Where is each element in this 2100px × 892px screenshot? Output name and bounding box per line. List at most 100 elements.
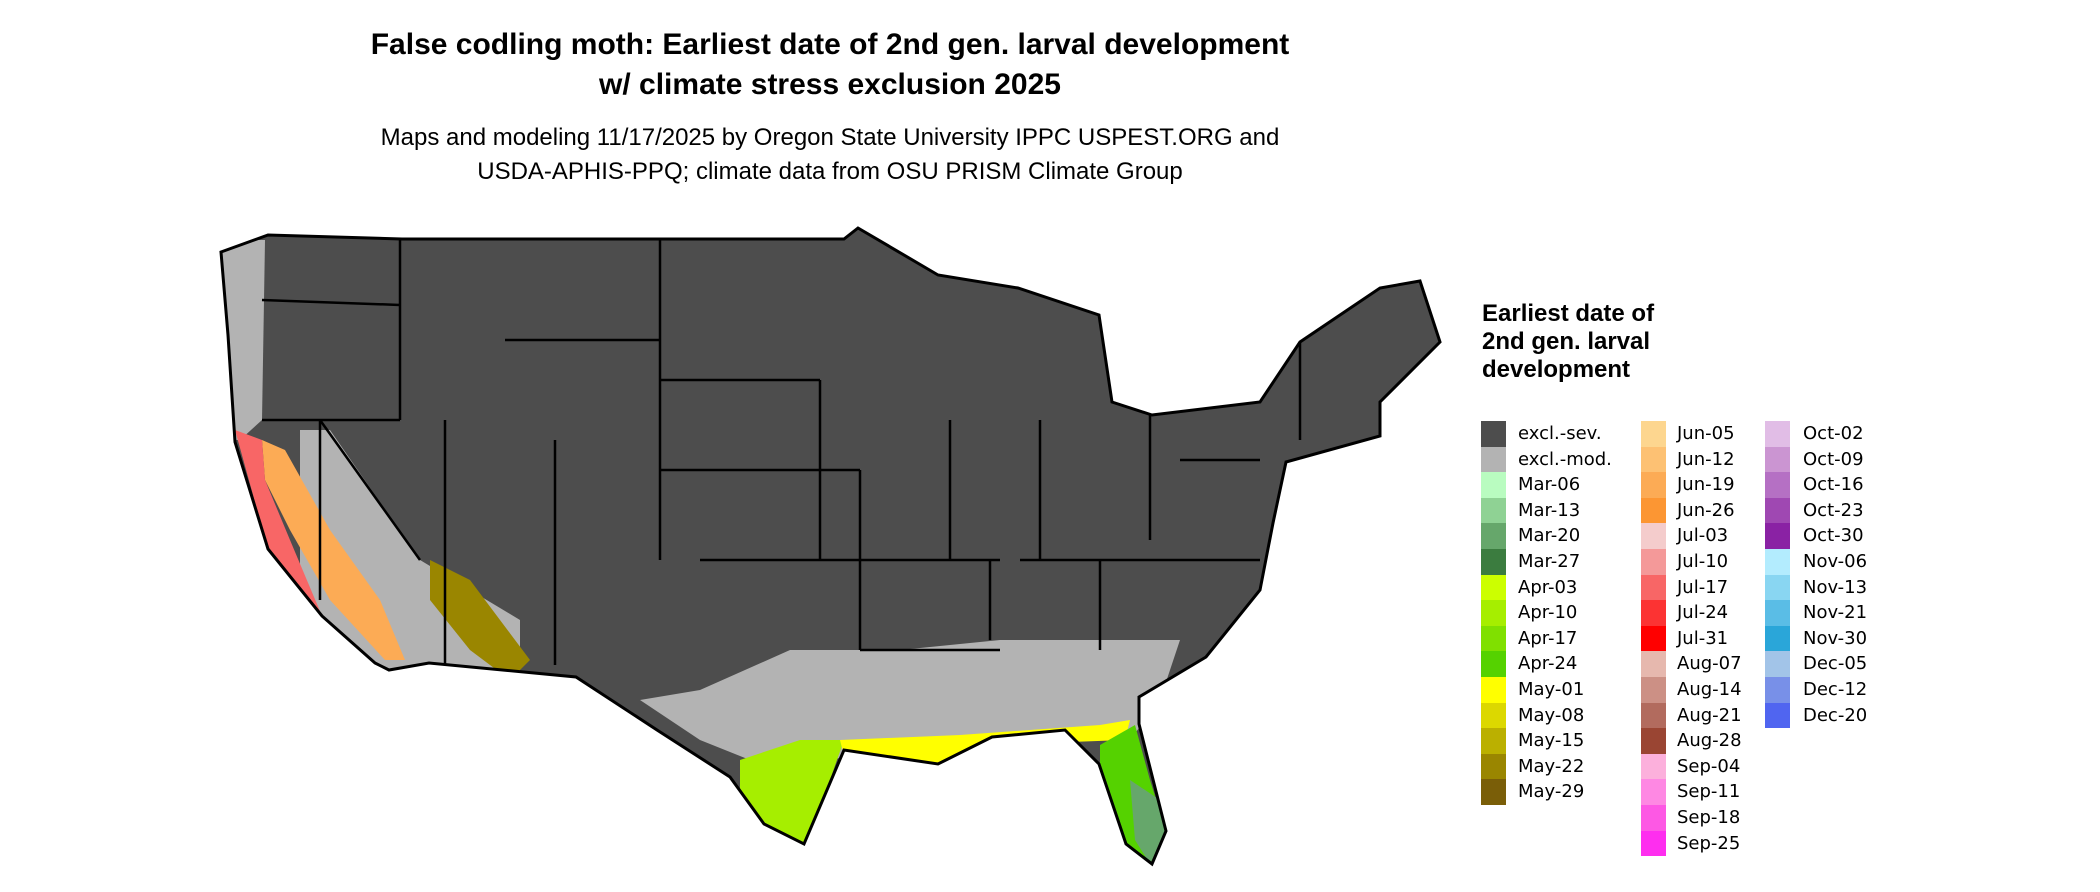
legend-swatch <box>1765 523 1790 549</box>
legend-label: Mar-20 <box>1518 525 1581 547</box>
legend-label: Nov-30 <box>1803 627 1868 649</box>
legend-swatch <box>1765 472 1790 498</box>
legend-swatch <box>1641 549 1666 575</box>
legend-label: May-08 <box>1518 704 1585 726</box>
map-title-line-1: False codling moth: Earliest date of 2nd… <box>370 28 1290 61</box>
legend-label: Apr-17 <box>1518 627 1578 649</box>
legend-label: Oct-23 <box>1803 499 1864 521</box>
legend-swatch <box>1765 625 1790 652</box>
legend-label: Dec-12 <box>1803 679 1868 700</box>
california-red-coast <box>235 430 322 616</box>
legend-label: Sep-11 <box>1677 781 1741 803</box>
map-title-line-2: w/ climate stress exclusion 2025 <box>599 68 1061 101</box>
legend-swatch <box>1641 523 1666 549</box>
legend-label: Oct-30 <box>1803 525 1864 547</box>
legend-swatch <box>1481 651 1506 677</box>
legend-swatch <box>1481 549 1506 575</box>
legend-swatch <box>1765 497 1790 524</box>
legend-label: Oct-02 <box>1803 423 1864 444</box>
legend-swatch <box>1641 574 1666 601</box>
legend-label: May-22 <box>1518 755 1585 777</box>
legend-label: Dec-05 <box>1803 653 1868 675</box>
legend-label: excl.-mod. <box>1518 448 1612 470</box>
legend-swatch <box>1765 574 1790 601</box>
texas-green-zone <box>740 740 844 844</box>
legend-label: May-01 <box>1518 679 1585 700</box>
legend-label: Jun-12 <box>1677 448 1735 470</box>
legend-label: Apr-03 <box>1518 576 1578 598</box>
legend-swatch <box>1641 702 1666 729</box>
legend-swatch <box>1481 779 1506 805</box>
legend-swatch <box>1765 421 1790 447</box>
legend-label: Aug-28 <box>1677 730 1742 752</box>
legend-swatch <box>1641 805 1666 831</box>
legend-label: Sep-18 <box>1677 807 1741 828</box>
legend-label: Jul-17 <box>1677 576 1729 598</box>
legend-swatch <box>1765 600 1790 626</box>
legend-swatch <box>1481 523 1506 549</box>
legend-swatch <box>1481 421 1506 447</box>
legend-label: Jul-10 <box>1677 551 1729 572</box>
legend-swatch <box>1641 497 1666 524</box>
legend-label: Jul-03 <box>1677 525 1729 547</box>
legend-label: Mar-27 <box>1518 551 1581 572</box>
legend-label: Jun-05 <box>1677 423 1735 444</box>
legend-swatch <box>1641 472 1666 498</box>
legend-label: Aug-07 <box>1677 653 1742 675</box>
legend-swatch <box>1765 702 1790 729</box>
legend-swatch <box>1641 753 1666 780</box>
legend-label: Nov-13 <box>1803 576 1868 598</box>
legend-swatch <box>1481 702 1506 729</box>
subtitle-line-2: USDA-APHIS-PPQ; climate data from OSU PR… <box>477 158 1183 185</box>
california-orange-zone <box>262 440 405 660</box>
legend-label: Jun-26 <box>1677 499 1735 521</box>
legend-swatch <box>1641 651 1666 677</box>
legend-label: May-29 <box>1518 781 1585 803</box>
legend-swatch <box>1481 625 1506 652</box>
arizona-may-zone <box>430 560 530 680</box>
legend-label: Sep-04 <box>1677 755 1741 777</box>
legend-label: Oct-16 <box>1803 474 1864 496</box>
legend-swatch <box>1481 728 1506 754</box>
legend-swatch <box>1641 677 1666 703</box>
legend-label: Nov-06 <box>1803 551 1868 572</box>
legend-label: May-15 <box>1518 730 1585 752</box>
legend-label: Aug-21 <box>1677 704 1742 726</box>
legend-swatch <box>1765 677 1790 703</box>
legend-swatch <box>1481 574 1506 601</box>
legend-label: Jul-31 <box>1677 627 1729 649</box>
legend-label: Apr-24 <box>1518 653 1578 675</box>
legend-label: Mar-06 <box>1518 474 1581 496</box>
legend-swatch <box>1765 549 1790 575</box>
legend-swatch <box>1481 677 1506 703</box>
legend-label: Jul-24 <box>1677 602 1729 624</box>
legend-label: Mar-13 <box>1518 499 1581 521</box>
legend-label: Dec-20 <box>1803 704 1868 726</box>
legend-swatch <box>1641 779 1666 805</box>
legend-swatch <box>1765 651 1790 677</box>
legend-swatch <box>1481 446 1506 473</box>
legend-label: Apr-10 <box>1518 602 1578 624</box>
legend-swatch <box>1641 728 1666 754</box>
legend-label: Oct-09 <box>1803 448 1864 470</box>
legend-swatch <box>1481 497 1506 524</box>
legend-title: Earliest date of 2nd gen. larval develop… <box>1482 300 1655 383</box>
legend-swatch <box>1641 830 1666 857</box>
excl-mod-gulf <box>640 640 1180 780</box>
legend-swatch <box>1641 625 1666 652</box>
legend-swatch <box>1481 472 1506 498</box>
legend-label: Nov-21 <box>1803 602 1868 624</box>
legend-swatch <box>1641 600 1666 626</box>
legend-swatch <box>1765 446 1790 473</box>
legend-swatch <box>1481 753 1506 780</box>
legend-swatch <box>1641 446 1666 473</box>
legend-swatch <box>1641 421 1666 447</box>
legend-label: Sep-25 <box>1677 832 1741 854</box>
legend-label: Jun-19 <box>1677 474 1735 496</box>
legend-swatch <box>1481 600 1506 626</box>
state-borders <box>261 239 1302 665</box>
legend-label: Aug-14 <box>1677 679 1742 700</box>
legend-label: excl.-sev. <box>1518 423 1602 444</box>
